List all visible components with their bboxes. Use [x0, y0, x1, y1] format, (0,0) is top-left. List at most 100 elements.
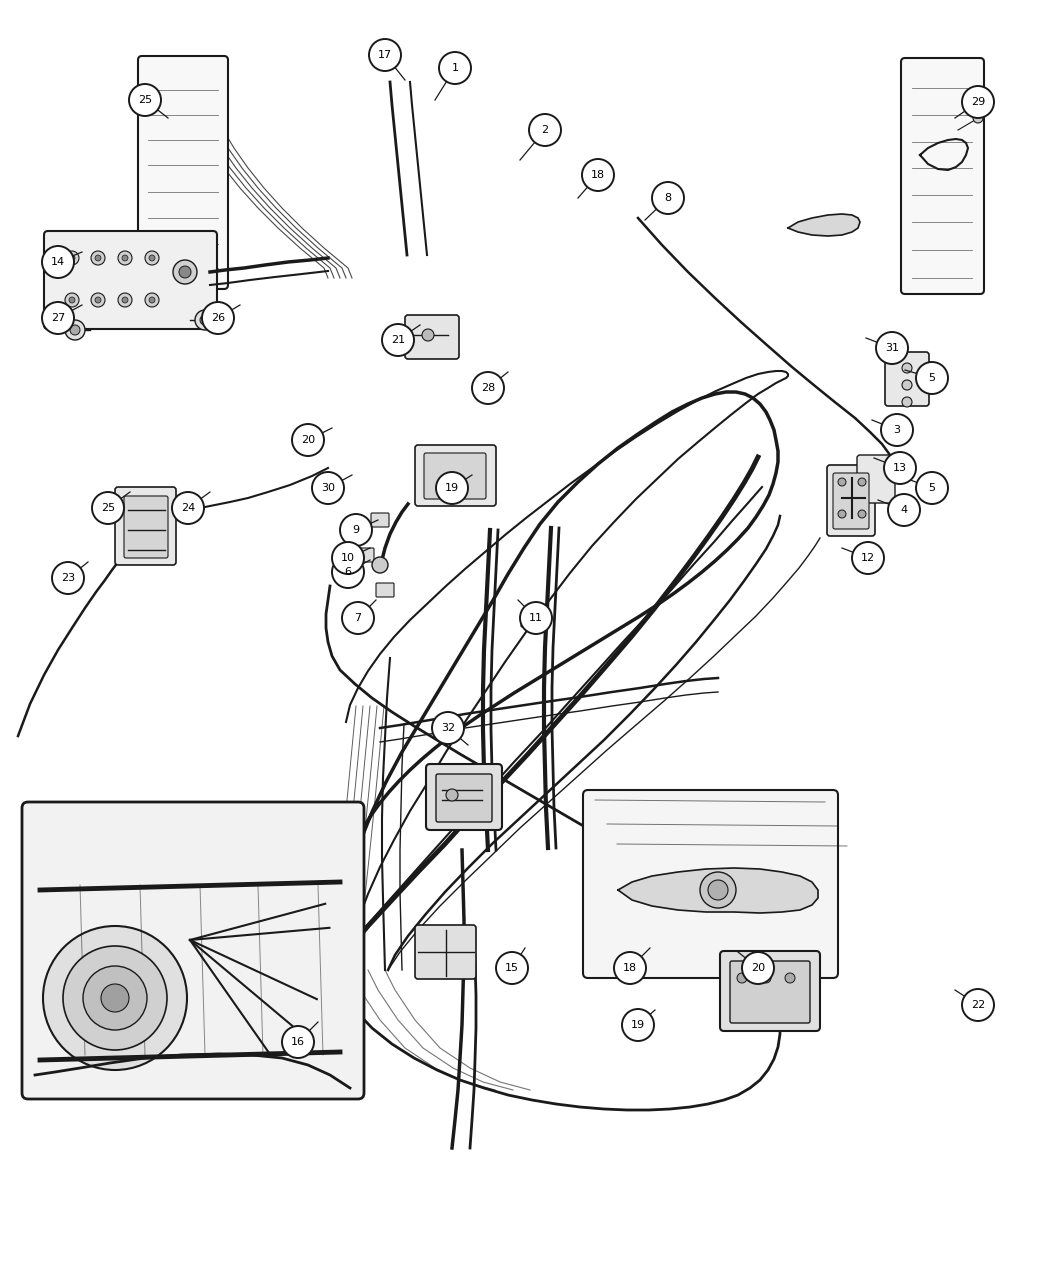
FancyBboxPatch shape	[356, 548, 374, 562]
Text: 19: 19	[445, 483, 459, 493]
Text: 3: 3	[894, 425, 901, 435]
Circle shape	[888, 493, 920, 527]
Text: 18: 18	[623, 963, 637, 973]
FancyBboxPatch shape	[415, 445, 496, 506]
Circle shape	[372, 557, 388, 572]
Circle shape	[446, 789, 458, 801]
Text: 27: 27	[50, 312, 65, 323]
FancyBboxPatch shape	[521, 613, 539, 627]
Circle shape	[149, 297, 155, 303]
Text: 12: 12	[861, 553, 875, 564]
Text: 18: 18	[591, 170, 605, 180]
Text: 11: 11	[529, 613, 543, 623]
Text: 31: 31	[885, 343, 899, 353]
Circle shape	[582, 159, 614, 191]
Text: 9: 9	[353, 525, 359, 536]
Text: 25: 25	[138, 96, 152, 105]
Circle shape	[94, 255, 101, 261]
Text: 20: 20	[751, 963, 765, 973]
Circle shape	[708, 880, 728, 900]
Circle shape	[858, 510, 866, 518]
Circle shape	[92, 492, 124, 524]
Circle shape	[173, 260, 197, 284]
Text: 8: 8	[665, 193, 672, 203]
FancyBboxPatch shape	[720, 951, 820, 1031]
Polygon shape	[788, 214, 860, 236]
FancyBboxPatch shape	[371, 513, 388, 527]
Text: 26: 26	[211, 312, 225, 323]
Circle shape	[973, 1003, 983, 1014]
Circle shape	[382, 324, 414, 356]
Text: 29: 29	[971, 97, 985, 107]
Circle shape	[332, 556, 364, 588]
Circle shape	[973, 113, 983, 122]
Text: 24: 24	[181, 504, 195, 513]
Circle shape	[65, 251, 79, 265]
Circle shape	[496, 952, 528, 984]
Circle shape	[622, 1009, 654, 1040]
Circle shape	[352, 607, 367, 623]
Circle shape	[83, 966, 147, 1030]
Circle shape	[858, 478, 866, 486]
FancyBboxPatch shape	[415, 924, 476, 979]
Circle shape	[916, 362, 948, 394]
Circle shape	[292, 425, 324, 456]
Circle shape	[838, 510, 846, 518]
Circle shape	[916, 472, 948, 504]
Circle shape	[432, 711, 464, 745]
Circle shape	[43, 926, 187, 1070]
FancyBboxPatch shape	[436, 774, 492, 822]
Circle shape	[200, 315, 210, 325]
Circle shape	[881, 414, 914, 446]
Circle shape	[838, 478, 846, 486]
Text: 5: 5	[928, 483, 936, 493]
Text: 5: 5	[928, 374, 936, 382]
Circle shape	[700, 872, 736, 908]
Circle shape	[118, 251, 132, 265]
Circle shape	[63, 946, 167, 1051]
FancyBboxPatch shape	[833, 473, 869, 529]
Circle shape	[122, 297, 128, 303]
Circle shape	[742, 952, 774, 984]
Text: 16: 16	[291, 1037, 304, 1047]
Circle shape	[785, 973, 795, 983]
Circle shape	[101, 984, 129, 1012]
FancyBboxPatch shape	[124, 496, 168, 558]
Circle shape	[91, 251, 105, 265]
Circle shape	[94, 297, 101, 303]
Text: 1: 1	[452, 62, 459, 73]
FancyBboxPatch shape	[730, 961, 810, 1023]
Circle shape	[439, 52, 471, 84]
Circle shape	[761, 973, 771, 983]
FancyBboxPatch shape	[901, 57, 984, 295]
Text: 22: 22	[971, 1000, 985, 1010]
Circle shape	[42, 302, 74, 334]
Circle shape	[129, 84, 161, 116]
Circle shape	[436, 472, 468, 504]
Circle shape	[52, 562, 84, 594]
Circle shape	[472, 372, 504, 404]
FancyBboxPatch shape	[116, 487, 176, 565]
Circle shape	[282, 1026, 314, 1058]
Circle shape	[91, 293, 105, 307]
Circle shape	[69, 255, 75, 261]
Polygon shape	[618, 868, 818, 913]
Circle shape	[118, 293, 132, 307]
Circle shape	[962, 85, 994, 119]
FancyBboxPatch shape	[885, 352, 929, 405]
Circle shape	[69, 297, 75, 303]
Circle shape	[312, 472, 344, 504]
Text: 21: 21	[391, 335, 405, 346]
Text: 14: 14	[51, 258, 65, 266]
Text: 17: 17	[378, 50, 392, 60]
Circle shape	[340, 514, 372, 546]
FancyBboxPatch shape	[138, 56, 228, 289]
Circle shape	[122, 255, 128, 261]
FancyBboxPatch shape	[583, 790, 838, 978]
Text: 20: 20	[301, 435, 315, 445]
Text: 6: 6	[344, 567, 352, 578]
Text: 32: 32	[441, 723, 455, 733]
Text: 28: 28	[481, 382, 496, 393]
Circle shape	[65, 293, 79, 307]
Circle shape	[145, 251, 159, 265]
